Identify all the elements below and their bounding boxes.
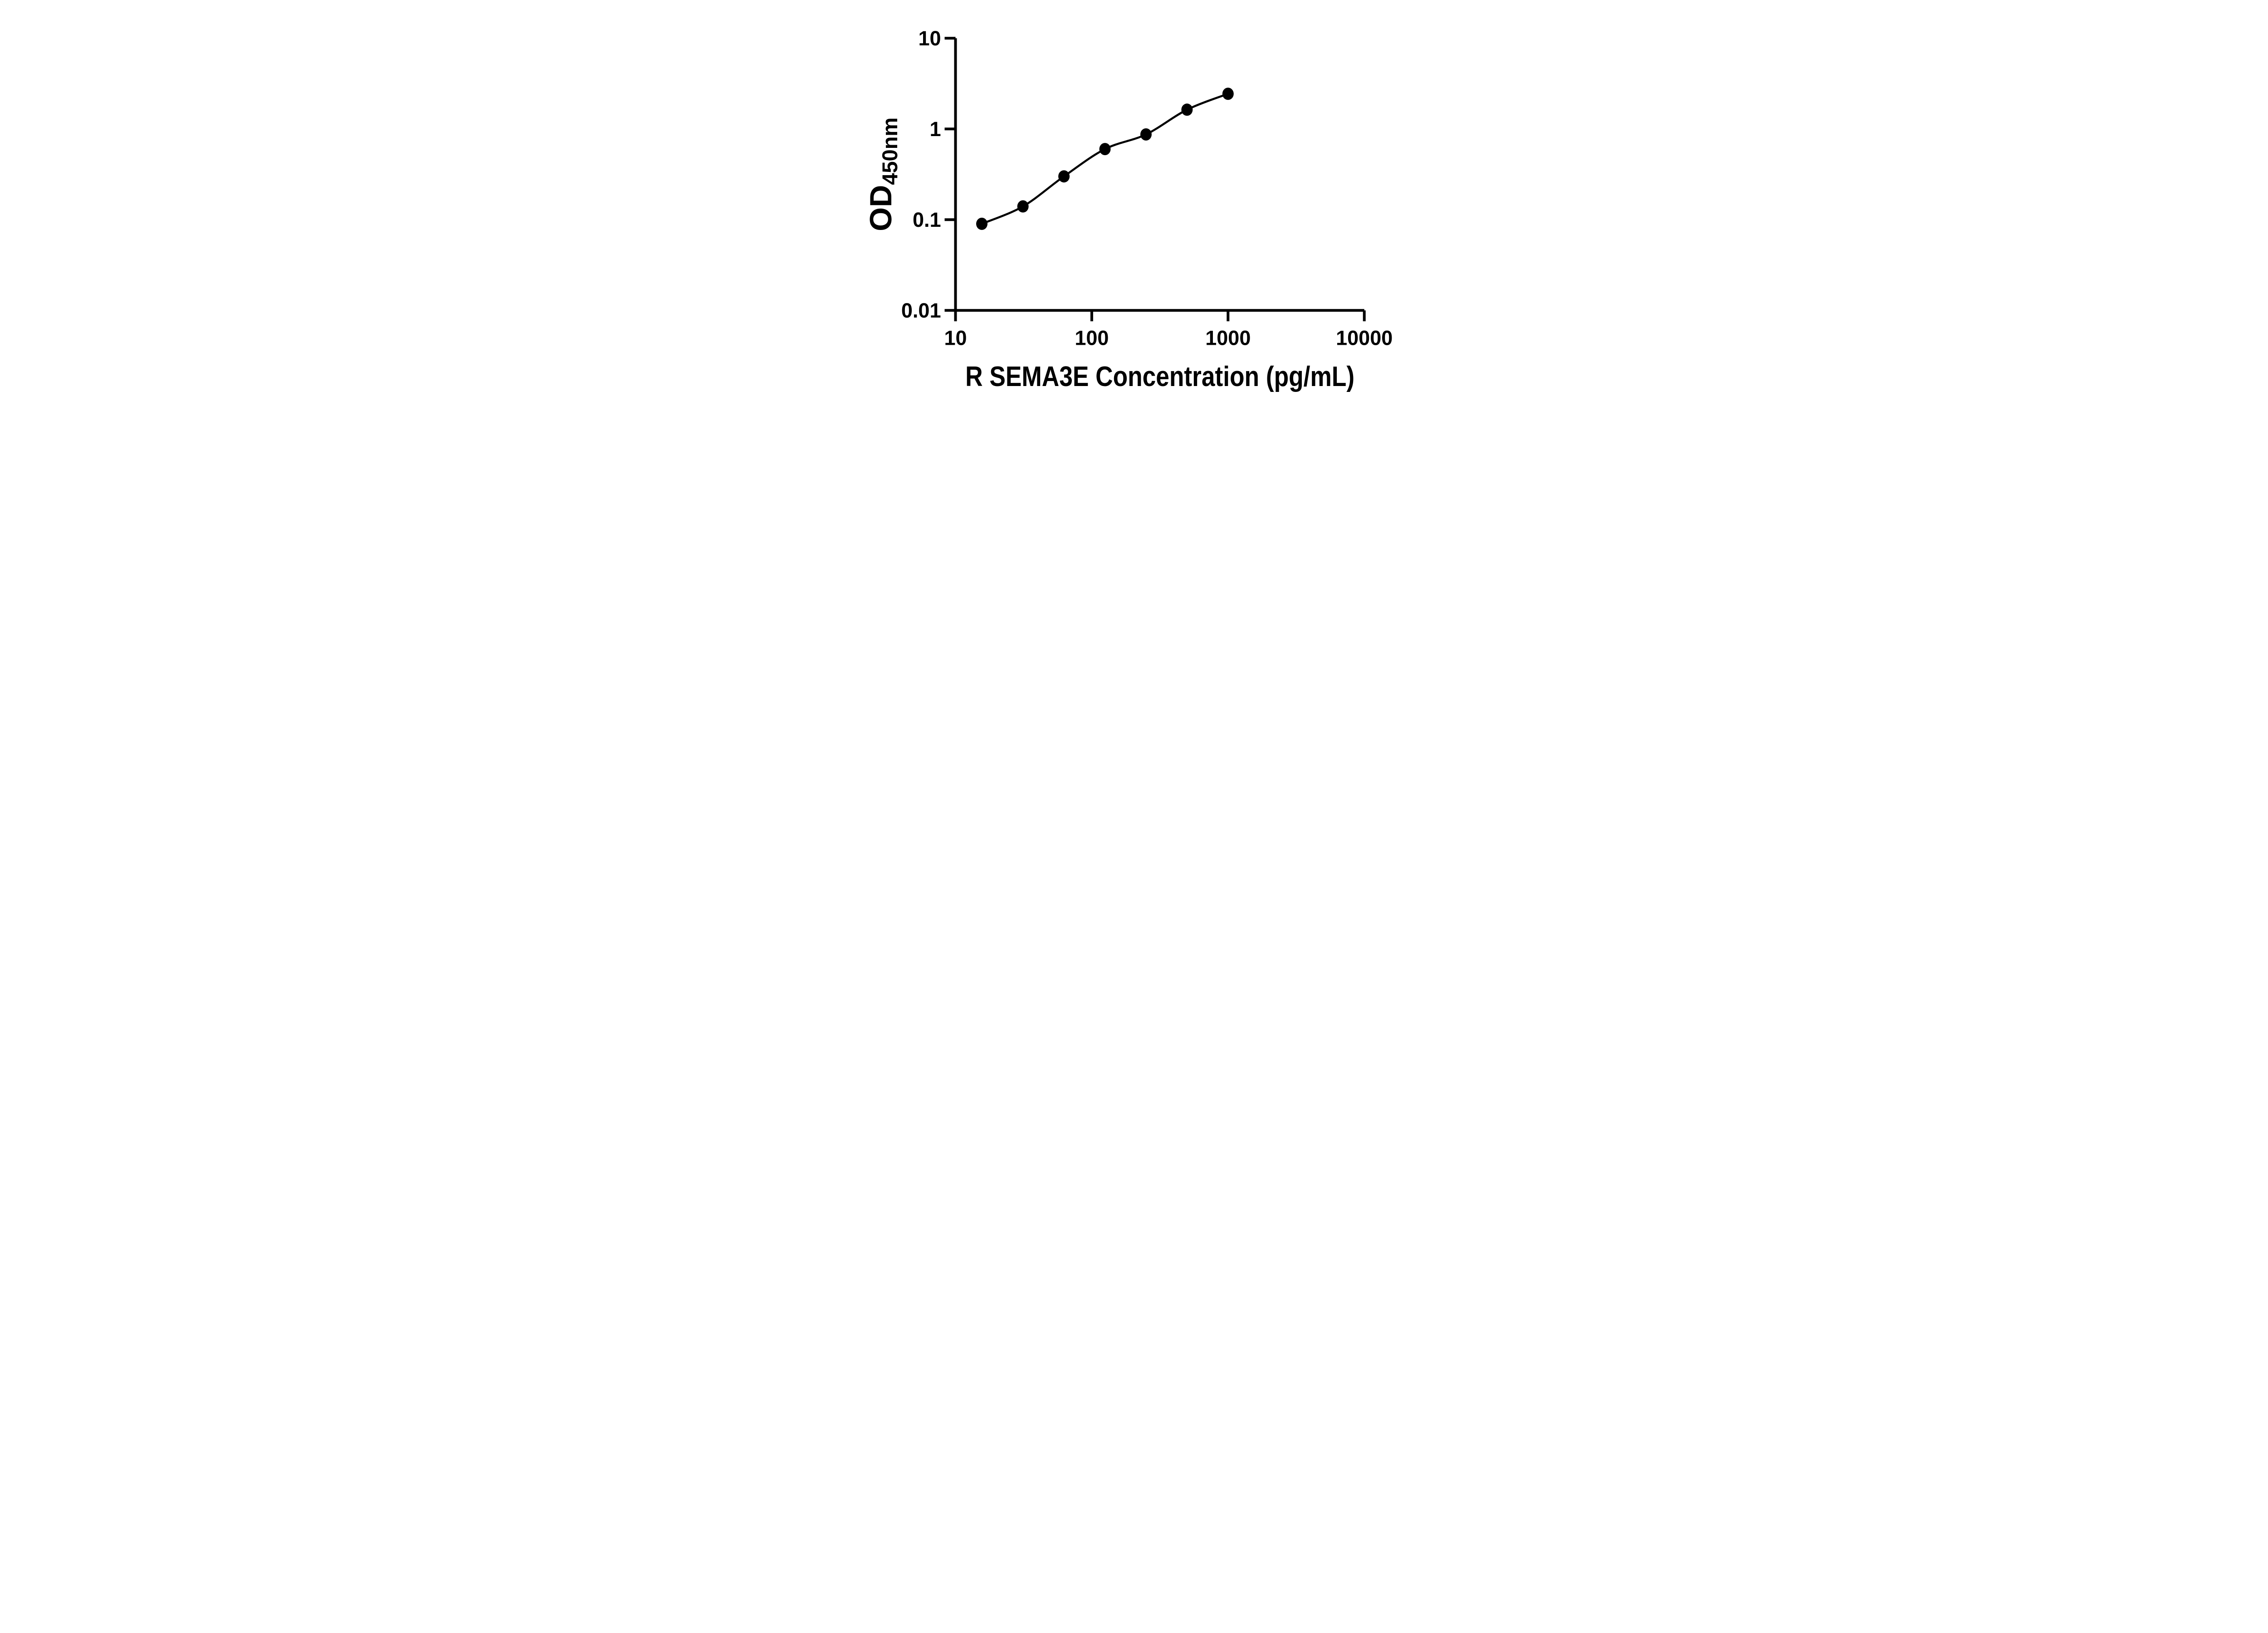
data-point-5: [1140, 128, 1152, 141]
y-axis-title: OD450nm: [864, 117, 902, 231]
data-point-7: [1222, 88, 1234, 100]
data-point-4: [1099, 143, 1111, 156]
y-axis-title-main: OD: [864, 185, 898, 231]
y-tick-label-10: 10: [919, 27, 941, 50]
data-point-1: [976, 217, 988, 230]
y-tick-label-0.1: 0.1: [913, 208, 941, 231]
y-tick-label-0.01: 0.01: [901, 299, 941, 322]
data-point-6: [1181, 103, 1193, 116]
data-point-3: [1058, 170, 1070, 183]
x-axis-title: R SEMA3E Concentration (pg/mL): [965, 361, 1354, 392]
x-tick-label-1000: 1000: [1205, 326, 1251, 349]
y-tick-label-1: 1: [930, 117, 941, 141]
x-tick-label-100: 100: [1075, 326, 1109, 349]
x-tick-label-10000: 10000: [1336, 326, 1393, 349]
y-axis-title-subscript: 450nm: [878, 117, 902, 185]
x-tick-label-10: 10: [944, 326, 967, 349]
data-point-2: [1017, 200, 1029, 213]
elisa-standard-curve-figure: 10 1 0.1 0.01 10 100 1000 10000 R SEMA3E Concent…: [842, 0, 1426, 408]
